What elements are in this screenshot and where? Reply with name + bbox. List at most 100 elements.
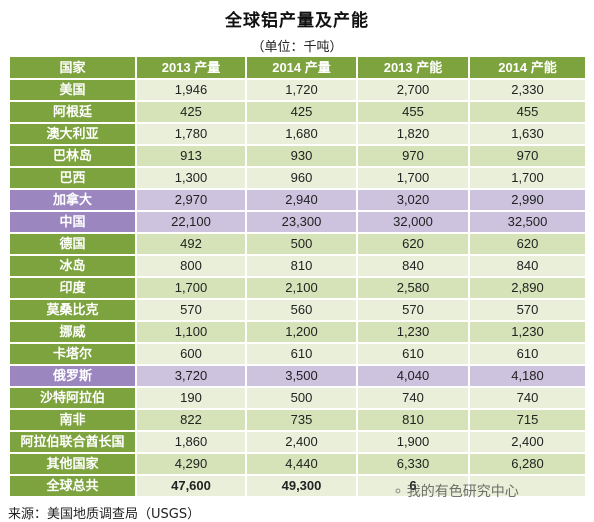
production-2013-cell: 600 xyxy=(135,342,247,366)
production-2013-cell: 570 xyxy=(135,298,247,322)
aluminum-table: 国家 2013 产量 2014 产量 2013 产能 2014 产能 美国 1,… xyxy=(8,55,587,498)
country-cell: 德国 xyxy=(8,232,137,256)
header-row: 国家 2013 产量 2014 产量 2013 产能 2014 产能 xyxy=(8,55,587,80)
watermark-text: 我的有色研究中心 xyxy=(406,484,519,500)
header-capacity-2014: 2014 产能 xyxy=(468,55,587,80)
capacity-2013-cell: 970 xyxy=(356,144,470,168)
production-2014-cell: 810 xyxy=(245,254,358,278)
production-2014-cell: 2,400 xyxy=(245,430,358,454)
table-row-highlighted: 中国 22,100 23,300 32,000 32,500 xyxy=(8,210,587,234)
country-cell: 澳大利亚 xyxy=(8,122,137,146)
country-cell: 挪威 xyxy=(8,320,137,344)
capacity-2013-cell: 1,820 xyxy=(356,122,470,146)
table-row-highlighted: 加拿大 2,970 2,940 3,020 2,990 xyxy=(8,188,587,212)
capacity-2014-cell: 740 xyxy=(468,386,587,410)
table-row: 澳大利亚 1,780 1,680 1,820 1,630 xyxy=(8,122,587,146)
table-row: 南非 822 735 810 715 xyxy=(8,408,587,432)
table-row: 挪威 1,100 1,200 1,230 1,230 xyxy=(8,320,587,344)
capacity-2014-cell: 2,330 xyxy=(468,78,587,102)
production-2013-cell: 1,100 xyxy=(135,320,247,344)
capacity-2014-cell: 840 xyxy=(468,254,587,278)
capacity-2013-cell: 1,230 xyxy=(356,320,470,344)
capacity-2014-cell: 6,280 xyxy=(468,452,587,476)
capacity-2013-cell: 6,330 xyxy=(356,452,470,476)
production-2013-cell: 3,720 xyxy=(135,364,247,388)
capacity-2013-cell: 740 xyxy=(356,386,470,410)
production-2014-cell: 2,940 xyxy=(245,188,358,212)
country-cell: 美国 xyxy=(8,78,137,102)
header-production-2013: 2013 产量 xyxy=(135,55,247,80)
production-2013-cell: 425 xyxy=(135,100,247,124)
country-cell: 印度 xyxy=(8,276,137,300)
table-title: 全球铝产量及产能 xyxy=(225,11,369,31)
production-2014-cell: 1,720 xyxy=(245,78,358,102)
production-2014-cell: 2,100 xyxy=(245,276,358,300)
capacity-2013-cell: 4,040 xyxy=(356,364,470,388)
watermark: ⚬ 我的有色研究中心 xyxy=(392,481,519,501)
country-cell: 全球总共 xyxy=(8,474,137,498)
capacity-2014-cell: 620 xyxy=(468,232,587,256)
capacity-2013-cell: 3,020 xyxy=(356,188,470,212)
capacity-2014-cell: 970 xyxy=(468,144,587,168)
production-2014-cell: 930 xyxy=(245,144,358,168)
capacity-2013-cell: 840 xyxy=(356,254,470,278)
capacity-2013-cell: 620 xyxy=(356,232,470,256)
country-cell: 阿根廷 xyxy=(8,100,137,124)
source-note: 来源：美国地质调查局（USGS） xyxy=(8,507,201,522)
country-cell: 南非 xyxy=(8,408,137,432)
table-row: 德国 492 500 620 620 xyxy=(8,232,587,256)
capacity-2013-cell: 610 xyxy=(356,342,470,366)
production-2013-cell: 800 xyxy=(135,254,247,278)
capacity-2013-cell: 570 xyxy=(356,298,470,322)
table-row: 阿拉伯联合酋长国 1,860 2,400 1,900 2,400 xyxy=(8,430,587,454)
header-country: 国家 xyxy=(8,55,137,80)
country-cell: 冰岛 xyxy=(8,254,137,278)
country-cell: 其他国家 xyxy=(8,452,137,476)
production-2014-cell: 23,300 xyxy=(245,210,358,234)
production-2014-cell: 500 xyxy=(245,232,358,256)
production-2013-cell: 1,700 xyxy=(135,276,247,300)
production-2013-cell: 492 xyxy=(135,232,247,256)
production-2014-cell: 735 xyxy=(245,408,358,432)
total-row: 全球总共 47,600 49,300 6 xyxy=(8,474,587,498)
capacity-2014-cell: 1,230 xyxy=(468,320,587,344)
header-capacity-2013: 2013 产能 xyxy=(356,55,470,80)
unit-label: （单位：千吨） xyxy=(251,40,343,55)
country-cell: 莫桑比克 xyxy=(8,298,137,322)
table-row: 巴林岛 913 930 970 970 xyxy=(8,144,587,168)
table-row: 卡塔尔 600 610 610 610 xyxy=(8,342,587,366)
wechat-icon: ⚬ xyxy=(392,484,404,500)
production-2013-cell: 822 xyxy=(135,408,247,432)
production-2013-cell: 1,946 xyxy=(135,78,247,102)
country-cell: 加拿大 xyxy=(8,188,137,212)
production-2014-cell: 49,300 xyxy=(245,474,358,498)
capacity-2014-cell: 2,400 xyxy=(468,430,587,454)
capacity-2014-cell: 715 xyxy=(468,408,587,432)
capacity-2013-cell: 32,000 xyxy=(356,210,470,234)
capacity-2014-cell xyxy=(468,474,587,498)
production-2013-cell: 47,600 xyxy=(135,474,247,498)
production-2013-cell: 190 xyxy=(135,386,247,410)
table-row: 阿根廷 425 425 455 455 xyxy=(8,100,587,124)
capacity-2014-cell: 2,890 xyxy=(468,276,587,300)
country-cell: 巴林岛 xyxy=(8,144,137,168)
country-cell: 巴西 xyxy=(8,166,137,190)
capacity-2013-cell: 6 xyxy=(356,474,470,498)
production-2013-cell: 2,970 xyxy=(135,188,247,212)
capacity-2014-cell: 32,500 xyxy=(468,210,587,234)
capacity-2014-cell: 1,630 xyxy=(468,122,587,146)
production-2014-cell: 960 xyxy=(245,166,358,190)
production-2014-cell: 500 xyxy=(245,386,358,410)
capacity-2013-cell: 1,900 xyxy=(356,430,470,454)
table-row: 美国 1,946 1,720 2,700 2,330 xyxy=(8,78,587,102)
table-row: 巴西 1,300 960 1,700 1,700 xyxy=(8,166,587,190)
production-2013-cell: 22,100 xyxy=(135,210,247,234)
capacity-2013-cell: 1,700 xyxy=(356,166,470,190)
capacity-2014-cell: 1,700 xyxy=(468,166,587,190)
country-cell: 卡塔尔 xyxy=(8,342,137,366)
capacity-2014-cell: 610 xyxy=(468,342,587,366)
production-2014-cell: 610 xyxy=(245,342,358,366)
table-row-highlighted: 俄罗斯 3,720 3,500 4,040 4,180 xyxy=(8,364,587,388)
capacity-2014-cell: 2,990 xyxy=(468,188,587,212)
country-cell: 中国 xyxy=(8,210,137,234)
